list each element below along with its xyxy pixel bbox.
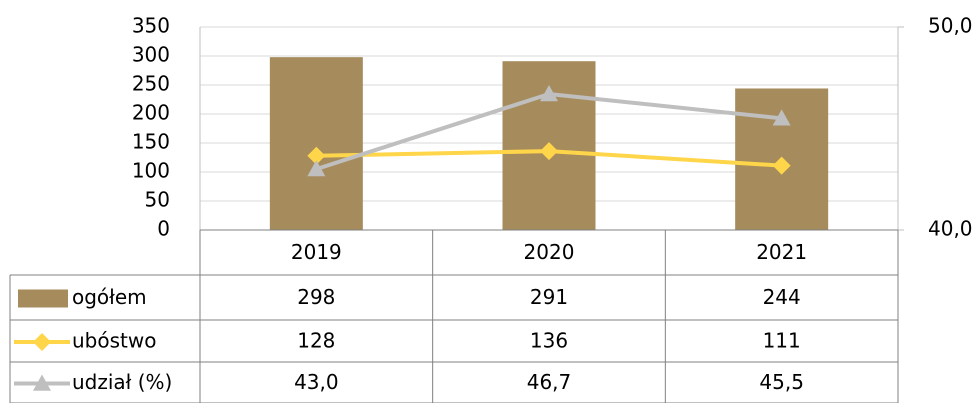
- table-value: 298: [297, 285, 335, 309]
- marker-diamond: [540, 142, 558, 161]
- table-value: 43,0: [294, 370, 339, 394]
- marker-triangle: [33, 374, 51, 391]
- table-value: 244: [763, 285, 801, 309]
- y-tick-label: 100: [132, 159, 170, 183]
- y-tick-label: 50: [145, 188, 170, 212]
- x-tick-label: 2019: [291, 240, 342, 264]
- x-tick-label: 2020: [524, 240, 575, 264]
- y-tick-label: 300: [132, 43, 170, 67]
- y-tick-label: 200: [132, 101, 170, 125]
- marker-diamond: [772, 156, 791, 175]
- bar: [269, 57, 363, 230]
- marker-diamond: [307, 146, 326, 165]
- y2-tick-label: 50,0: [928, 14, 973, 38]
- y2-tick-label: 40,0: [928, 217, 973, 241]
- table-value: 291: [530, 285, 568, 309]
- marker-triangle: [772, 109, 791, 126]
- marker-triangle: [540, 84, 558, 102]
- legend-swatch: [18, 289, 68, 308]
- legend-label: ubóstwo: [72, 329, 156, 353]
- legend-label: udział (%): [72, 370, 172, 394]
- y-tick-label: 350: [132, 14, 170, 38]
- table-value: 111: [763, 329, 801, 353]
- marker-diamond: [33, 333, 51, 351]
- legend-label: ogółem: [72, 285, 147, 309]
- y-tick-label: 250: [132, 72, 170, 96]
- table-value: 46,7: [527, 370, 572, 394]
- x-tick-label: 2021: [756, 240, 807, 264]
- table-value: 45,5: [759, 370, 804, 394]
- y-tick-label: 0: [157, 217, 170, 241]
- marker-triangle: [307, 160, 326, 177]
- y-tick-label: 150: [132, 130, 170, 154]
- table-value: 128: [297, 329, 335, 353]
- table-value: 136: [530, 329, 568, 353]
